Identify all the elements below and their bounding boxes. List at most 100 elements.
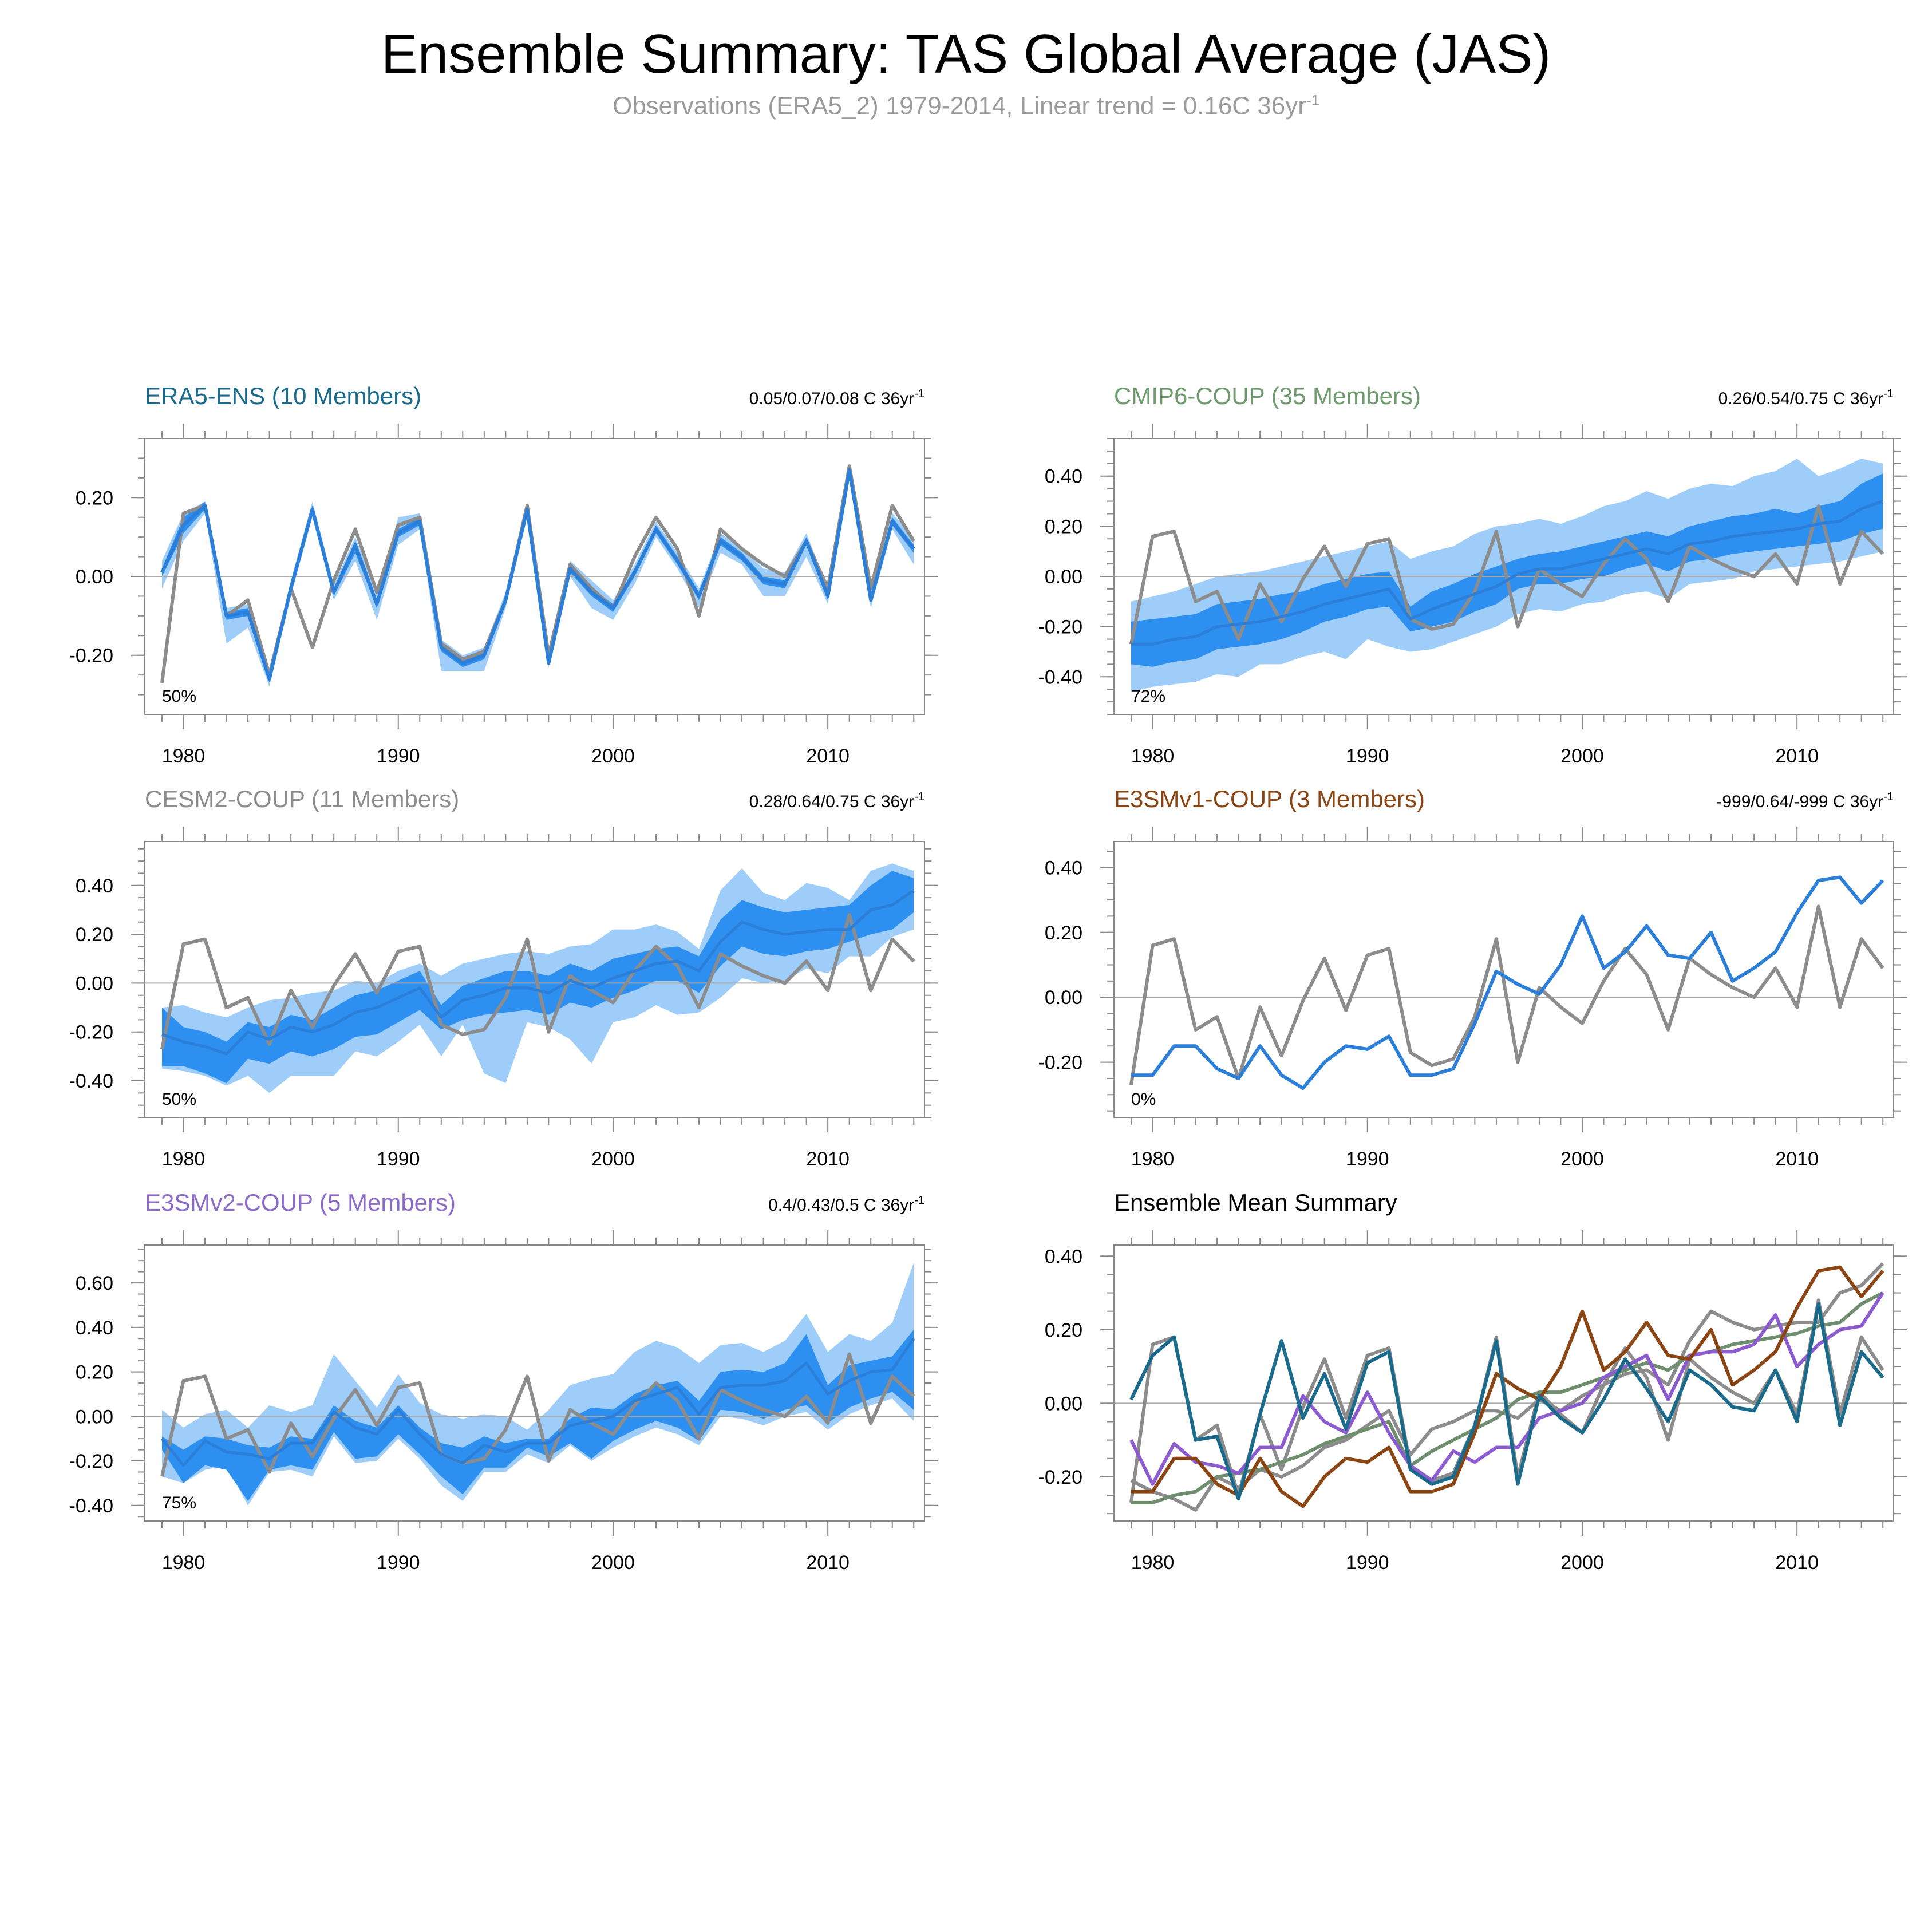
y-tick-label: -0.40: [69, 1070, 114, 1092]
trend-label-exponent: -1: [1883, 388, 1894, 400]
trend-label-text: 0.05/0.07/0.08 C 36yr: [749, 389, 915, 408]
x-tick-label: 1980: [162, 1552, 206, 1574]
x-tick-label: 2010: [806, 1148, 850, 1170]
panel-title: CMIP6-COUP (35 Members): [1114, 382, 1421, 409]
y-tick-label: 0.40: [76, 875, 113, 897]
trend-label-exponent: -1: [1883, 791, 1894, 803]
x-tick-label: 1990: [1346, 1148, 1389, 1170]
plot-frame: [1113, 841, 1894, 1118]
x-tick-label: 2000: [1560, 1552, 1604, 1574]
y-tick-label: -0.40: [1038, 666, 1083, 688]
y-tick-label: -0.20: [69, 645, 114, 667]
ensemble-mean-line: [161, 1337, 915, 1467]
trend-label: 0.05/0.07/0.08 C 36yr-1: [749, 388, 924, 408]
panel-title: ERA5-ENS (10 Members): [145, 382, 421, 409]
trend-label-exponent: -1: [914, 791, 924, 803]
x-tick-label: 1990: [377, 1552, 420, 1574]
percent-label: 75%: [162, 1494, 196, 1512]
panel-summary: Ensemble Mean Summary -0.20 0.00 0.20 0.40 19…: [1038, 1189, 1907, 1574]
figure-subtitle-exponent: -1: [1306, 92, 1320, 109]
figure-subtitle-text: Observations (ERA5_2) 1979-2014, Linear …: [612, 92, 1306, 120]
y-tick-label: 0.20: [76, 924, 113, 946]
ensemble-mean-line: [1131, 500, 1884, 646]
x-tick-label: 2010: [1775, 1148, 1819, 1170]
trend-label: 0.4/0.43/0.5 C 36yr-1: [768, 1194, 924, 1215]
x-tick-label: 1980: [1131, 1552, 1175, 1574]
y-tick-label: 0.00: [1045, 1393, 1082, 1415]
trend-label-text: 0.28/0.64/0.75 C 36yr: [749, 792, 915, 811]
y-tick-label: -0.20: [1038, 1467, 1083, 1488]
panel-title: Ensemble Mean Summary: [1114, 1189, 1397, 1216]
inner-spread-band: [162, 1329, 914, 1501]
y-tick-label: 0.00: [76, 566, 113, 588]
plot-data: [1114, 459, 1894, 692]
figure-subtitle: Observations (ERA5_2) 1979-2014, Linear …: [0, 92, 1932, 121]
figure-title: Ensemble Summary: TAS Global Average (JA…: [381, 23, 1551, 85]
summary-line-5: [1129, 1302, 1884, 1501]
panel-title: E3SMv2-COUP (5 Members): [145, 1189, 456, 1216]
x-tick-label: 2010: [806, 745, 850, 767]
ensemble-mean-line: [160, 468, 915, 681]
y-tick-label: 0.00: [1045, 987, 1082, 1009]
y-tick-label: 0.00: [76, 1406, 113, 1428]
x-tick-label: 1980: [1131, 1148, 1175, 1170]
x-tick-label: 2010: [1775, 1552, 1819, 1574]
x-tick-label: 2000: [591, 745, 635, 767]
trend-label-text: 0.4/0.43/0.5 C 36yr: [768, 1196, 914, 1215]
panel-era5: ERA5-ENS (10 Members) 0.05/0.07/0.08 C 36…: [69, 382, 938, 767]
x-tick-label: 2010: [806, 1552, 850, 1574]
x-tick-label: 2000: [1560, 745, 1604, 767]
ensemble-mean-line: [161, 889, 915, 1056]
y-tick-label: 0.40: [76, 1317, 113, 1339]
plot-data: [1114, 875, 1894, 1090]
panel-e3smv1: E3SMv1-COUP (3 Members) -999/0.64/-999 C …: [1038, 785, 1907, 1170]
plot-data: [145, 863, 924, 1093]
plot-frame: [144, 841, 925, 1118]
panel-title: E3SMv1-COUP (3 Members): [1114, 785, 1425, 812]
observation-line: [160, 913, 915, 1050]
y-tick-label: 0.20: [76, 487, 113, 509]
ensemble-mean-line: [1131, 875, 1884, 1090]
percent-label: 0%: [1131, 1090, 1156, 1109]
y-tick-label: 0.00: [1045, 566, 1082, 588]
plot-data: [145, 1263, 924, 1506]
trend-label-text: 0.26/0.54/0.75 C 36yr: [1718, 389, 1884, 408]
panel-e3smv2: E3SMv2-COUP (5 Members) 0.4/0.43/0.5 C 36…: [69, 1189, 938, 1574]
inner-spread-band: [1131, 473, 1883, 667]
trend-label: 0.28/0.64/0.75 C 36yr-1: [749, 791, 924, 811]
y-tick-label: 0.20: [1045, 1319, 1082, 1341]
plot-data: [1114, 1262, 1894, 1512]
x-tick-label: 2000: [591, 1552, 635, 1574]
y-tick-label: 0.20: [76, 1362, 113, 1384]
summary-line-3: [1129, 1291, 1884, 1486]
y-tick-label: 0.40: [1045, 1246, 1082, 1267]
y-tick-label: 0.40: [1045, 857, 1082, 879]
panel-title: CESM2-COUP (11 Members): [145, 785, 459, 812]
trend-label: -999/0.64/-999 C 36yr-1: [1716, 791, 1894, 811]
x-tick-label: 2000: [1560, 1148, 1604, 1170]
percent-label: 50%: [162, 1090, 196, 1109]
summary-line-4: [1131, 1265, 1884, 1508]
y-tick-label: 0.20: [1045, 922, 1082, 944]
trend-label: 0.26/0.54/0.75 C 36yr-1: [1718, 388, 1894, 408]
y-tick-label: -0.20: [1038, 617, 1083, 638]
plot-frame: [1113, 1244, 1894, 1522]
observation-line: [160, 1352, 915, 1477]
panel-cesm2: CESM2-COUP (11 Members) 0.28/0.64/0.75 C …: [69, 785, 938, 1170]
percent-label: 50%: [162, 687, 196, 706]
percent-label: 72%: [1131, 687, 1165, 706]
trend-label-text: -999/0.64/-999 C 36yr: [1716, 792, 1883, 811]
x-tick-label: 2000: [591, 1148, 635, 1170]
x-tick-label: 1980: [162, 1148, 206, 1170]
inner-spread-band: [162, 871, 914, 1084]
x-tick-label: 2010: [1775, 745, 1819, 767]
panel-cmip6: CMIP6-COUP (35 Members) 0.26/0.54/0.75 C …: [1038, 382, 1907, 767]
x-tick-label: 1980: [162, 745, 206, 767]
plot-data: [145, 464, 924, 687]
y-tick-label: -0.40: [69, 1495, 114, 1517]
x-tick-label: 1990: [377, 745, 420, 767]
y-tick-label: 0.40: [1045, 466, 1082, 488]
y-tick-label: 0.60: [76, 1273, 113, 1294]
x-tick-label: 1990: [377, 1148, 420, 1170]
